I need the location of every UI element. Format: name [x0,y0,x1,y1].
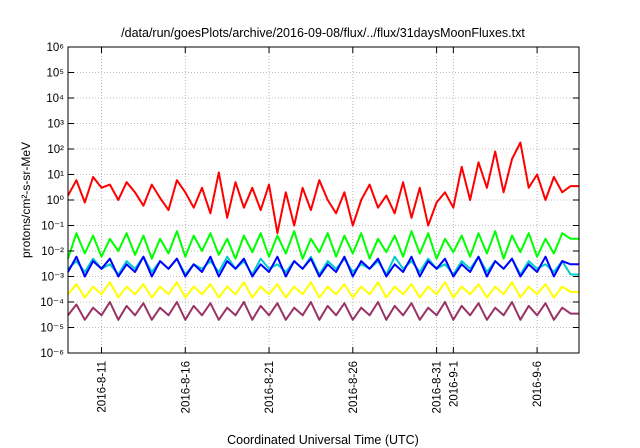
y-tick-label: 10⁴ [46,93,64,105]
y-tick-label: 10⁻¹ [41,221,64,233]
x-tick-label: 2016-8-16 [180,361,192,413]
y-tick-label: 10³ [47,119,64,131]
y-tick-label: 10⁻⁶ [40,348,64,360]
y-tick-label: 10⁻² [41,246,64,258]
chart-title: /data/run/goesPlots/archive/2016-09-08/f… [121,26,525,40]
x-axis-ticks: 2016-8-11 2016-8-16 2016-8-21 2016-8-26 2016… [97,47,544,413]
series-line [67,255,579,278]
series-line [67,230,579,260]
y-tick-label: 10¹ [47,170,64,182]
x-tick-label: 2016-9-1 [448,361,460,407]
y-tick-label: 10⁰ [47,195,65,207]
x-tick-label: 2016-8-21 [264,361,276,413]
series-line [67,301,579,321]
y-tick-label: 10⁻⁵ [40,323,64,335]
y-tick-label: 10⁶ [46,42,64,54]
data-series [67,141,579,321]
grid [68,47,579,353]
y-axis-ticks: 10⁻⁶ 10⁻⁵ 10⁻⁴ 10⁻³ 10⁻² 10⁻¹ 10⁰ 10¹ 10² 10³ 10⁴ 1… [40,42,579,360]
y-tick-label: 10⁻³ [41,272,64,284]
series-line [67,281,579,299]
x-tick-label: 2016-9-6 [532,361,544,407]
y-axis-label: protons/cm²-s-sr-MeV [19,142,33,258]
x-tick-label: 2016-8-11 [97,361,109,413]
y-tick-label: 10⁻⁴ [40,297,64,309]
y-tick-label: 10² [47,144,64,156]
series-line [67,141,579,235]
y-tick-label: 10⁵ [46,68,64,80]
x-tick-label: 2016-8-26 [348,361,360,413]
x-tick-label: 2016-8-31 [432,361,444,413]
x-axis-label: Coordinated Universal Time (UTC) [227,433,419,447]
